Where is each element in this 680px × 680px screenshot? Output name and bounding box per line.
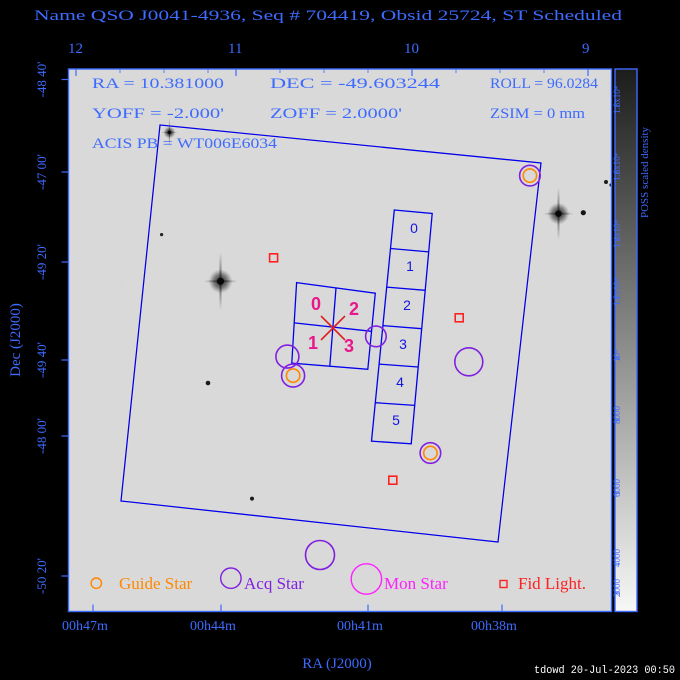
svg-text:Dec (J2000): Dec (J2000) (8, 303, 24, 377)
svg-text:11: 11 (228, 41, 242, 57)
svg-text:Name QSO J0041-4936, Seq # 704: Name QSO J0041-4936, Seq # 704419, Obsid… (34, 8, 623, 24)
svg-text:-49 40': -49 40' (34, 342, 49, 378)
svg-text:8000: 8000 (612, 406, 622, 425)
svg-text:1.8x10⁴: 1.8x10⁴ (612, 86, 622, 114)
svg-text:6000: 6000 (612, 479, 622, 498)
svg-text:ACIS PB = WT006E6034: ACIS PB = WT006E6034 (92, 136, 278, 152)
svg-text:3: 3 (344, 336, 354, 356)
svg-text:-47 00': -47 00' (34, 154, 49, 190)
svg-text:1: 1 (406, 258, 414, 274)
svg-text:12: 12 (68, 41, 83, 57)
svg-text:2000: 2000 (612, 579, 622, 598)
svg-text:DEC = -49.603244: DEC = -49.603244 (270, 76, 441, 92)
svg-text:Acq Star: Acq Star (244, 574, 304, 593)
svg-text:-49 20': -49 20' (34, 244, 49, 280)
svg-text:Guide Star: Guide Star (119, 574, 193, 593)
svg-text:ZOFF = 2.0000': ZOFF = 2.0000' (270, 106, 402, 122)
svg-text:Mon Star: Mon Star (384, 574, 448, 593)
svg-text:POSS scaled density: POSS scaled density (639, 126, 651, 218)
svg-text:RA (J2000): RA (J2000) (302, 656, 372, 672)
svg-text:ROLL = 96.0284: ROLL = 96.0284 (490, 76, 599, 92)
svg-text:5: 5 (392, 412, 400, 428)
svg-text:0: 0 (311, 294, 321, 314)
svg-text:YOFF = -2.000': YOFF = -2.000' (92, 106, 224, 122)
svg-text:00h38m: 00h38m (471, 619, 517, 634)
svg-text:tdowd 20-Jul-2023 00:50: tdowd 20-Jul-2023 00:50 (534, 665, 675, 677)
svg-text:1.6x10⁴: 1.6x10⁴ (612, 153, 622, 181)
svg-text:2: 2 (403, 297, 411, 313)
svg-text:-50 20': -50 20' (34, 558, 49, 594)
svg-text:-48 40': -48 40' (34, 62, 49, 98)
svg-text:1.4x10⁴: 1.4x10⁴ (612, 220, 622, 248)
svg-text:2: 2 (349, 299, 359, 319)
svg-text:RA = 10.381000: RA = 10.381000 (92, 76, 224, 92)
svg-text:00h44m: 00h44m (190, 619, 236, 634)
svg-text:1.2x10⁴: 1.2x10⁴ (612, 278, 622, 306)
svg-text:00h47m: 00h47m (62, 619, 108, 634)
svg-text:4000: 4000 (612, 549, 622, 568)
svg-text:4: 4 (396, 374, 404, 390)
svg-text:-48 00': -48 00' (34, 418, 49, 454)
svg-text:00h41m: 00h41m (337, 619, 383, 634)
svg-text:ZSIM = 0 mm: ZSIM = 0 mm (490, 106, 585, 122)
svg-text:Fid Light.: Fid Light. (518, 574, 586, 593)
svg-text:3: 3 (399, 336, 407, 352)
svg-text:0: 0 (410, 220, 418, 236)
svg-text:9: 9 (582, 41, 590, 57)
svg-text:1: 1 (308, 333, 318, 353)
svg-text:10⁴: 10⁴ (612, 350, 622, 362)
svg-text:10: 10 (404, 41, 419, 57)
